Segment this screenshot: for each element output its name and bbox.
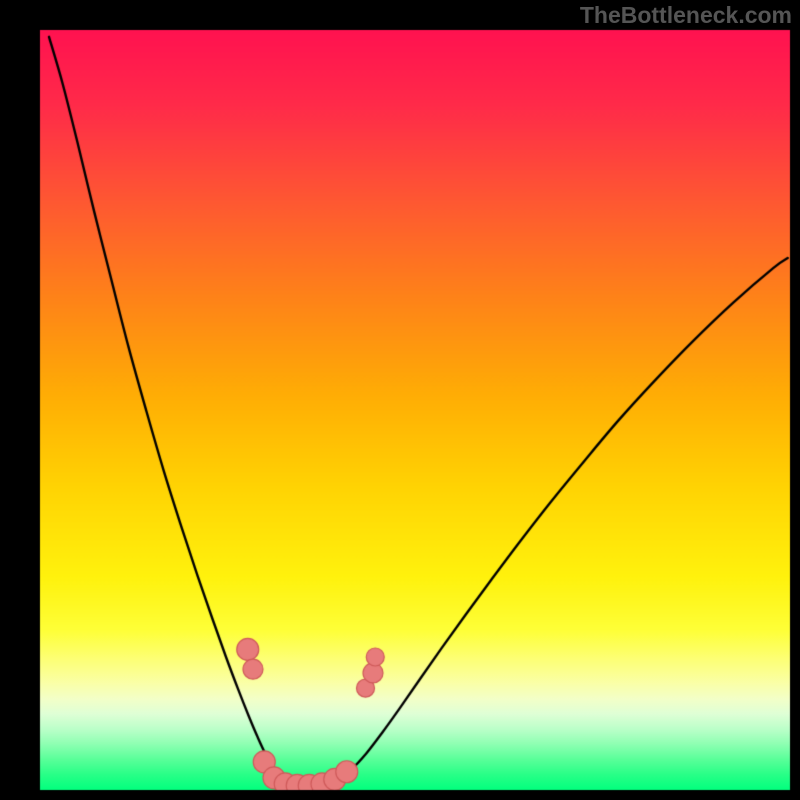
bottleneck-v-chart (0, 0, 800, 800)
watermark-text: TheBottleneck.com (580, 2, 792, 29)
chart-container: TheBottleneck.com (0, 0, 800, 800)
